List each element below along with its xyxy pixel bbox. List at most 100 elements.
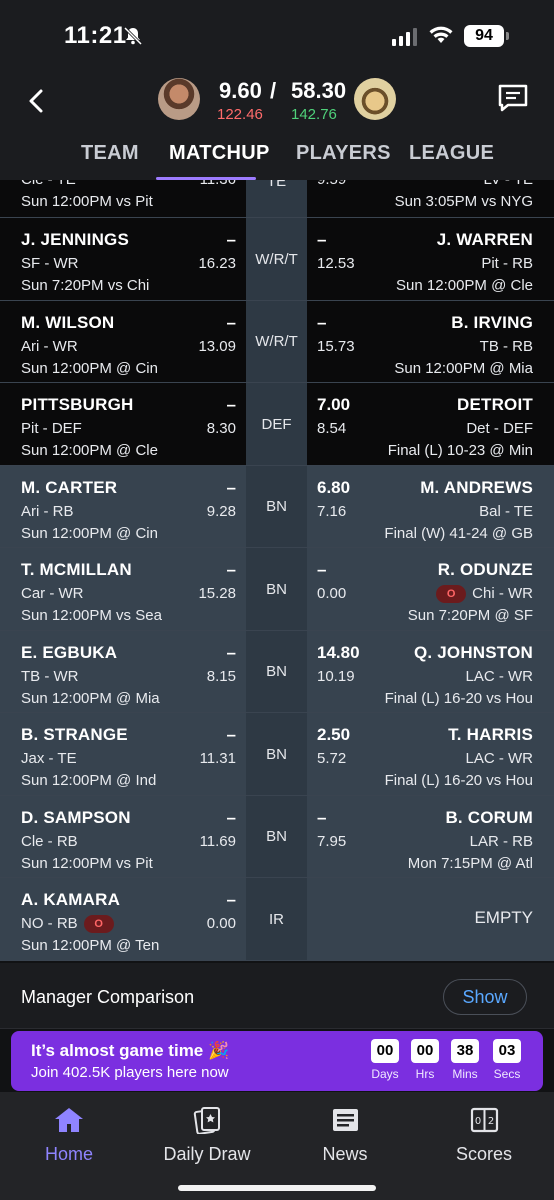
- player-name[interactable]: Q. JOHNSTON: [413, 643, 533, 662]
- player-name[interactable]: M. ANDREWS: [420, 478, 533, 497]
- player-name[interactable]: T. HARRIS: [448, 725, 533, 744]
- nav-daily-draw[interactable]: Daily Draw: [138, 1106, 276, 1165]
- player-name[interactable]: J. JENNINGS: [21, 230, 130, 249]
- player-game-info: Final (L) 10-23 @ Min: [387, 442, 533, 459]
- nav-home[interactable]: Home: [0, 1106, 138, 1165]
- player-projection: 7.95: [317, 833, 347, 850]
- player-projection: 16.23: [198, 255, 236, 272]
- tab-league[interactable]: LEAGUE: [409, 142, 495, 164]
- player-name[interactable]: DETROIT: [456, 395, 533, 414]
- player-team-position: TB - WR: [21, 668, 79, 685]
- player-team-position: Ari - RB: [21, 503, 74, 520]
- back-chevron-icon[interactable]: [22, 86, 52, 116]
- player-name[interactable]: J. WARREN: [436, 230, 533, 249]
- opponent-player-cell[interactable]: M. ANDREWS 6.80 Bal - TE 7.16 Final (W) 41-2…: [307, 466, 554, 547]
- player-name[interactable]: A. KAMARA: [21, 890, 121, 909]
- manager-comparison-label: Manager Comparison: [21, 987, 195, 1007]
- opponent-player-cell[interactable]: EMPTY: [307, 878, 554, 960]
- player-projection: 9.28: [206, 503, 236, 520]
- my-player-cell[interactable]: M. CARTER – Ari - RB 9.28 Sun 12:00PM @ Cin: [0, 466, 246, 547]
- my-player-cell[interactable]: PITTSBURGH – Pit - DEF 8.30 Sun 12:00PM @ Cl…: [0, 383, 246, 465]
- player-team-position: LV - TE: [484, 180, 533, 188]
- party-popper-icon: 🎉: [208, 1041, 230, 1060]
- opponent-projected-score: 142.76: [291, 106, 337, 123]
- tab-team[interactable]: TEAM: [81, 142, 139, 164]
- player-team-position: Pit - RB: [481, 255, 533, 272]
- my-player-cell[interactable]: Cle - TE 11.36 Sun 12:00PM vs Pit: [0, 180, 246, 217]
- player-game-info: Sun 12:00PM @ Cle: [21, 442, 158, 459]
- player-name[interactable]: B. STRANGE: [21, 725, 128, 744]
- matchup-row: PITTSBURGH – Pit - DEF 8.30 Sun 12:00PM @ Cl…: [0, 383, 554, 466]
- matchup-row: M. WILSON – Ari - WR 13.09 Sun 12:00PM @ Cin…: [0, 301, 554, 383]
- opponent-player-cell[interactable]: B. IRVING – TB - RB 15.73 Sun 12:00PM @ Mia: [307, 301, 554, 382]
- player-game-info: Final (L) 16-20 vs Hou: [384, 690, 533, 707]
- player-name[interactable]: B. CORUM: [445, 808, 533, 827]
- player-game-info: Sun 12:00PM @ Ind: [21, 772, 157, 789]
- active-tab-indicator: [156, 177, 256, 180]
- roster-position-label: W/R/T: [246, 218, 307, 300]
- my-player-cell[interactable]: A. KAMARA – NO - RB O 0.00 Sun 12:00PM @ Ten: [0, 878, 246, 960]
- opponent-player-cell[interactable]: LV - TE 9.59 Sun 3:05PM vs NYG: [307, 180, 554, 217]
- player-team-position: Jax - TE: [21, 750, 77, 767]
- player-name[interactable]: M. CARTER: [21, 478, 118, 497]
- player-name[interactable]: D. SAMPSON: [21, 808, 131, 827]
- opponent-player-cell[interactable]: DETROIT 7.00 Det - DEF 8.54 Final (L) 10-23 …: [307, 383, 554, 465]
- player-team-position: NO - RB O: [21, 915, 120, 934]
- show-button[interactable]: Show: [443, 979, 527, 1015]
- player-team-position: LAC - WR: [465, 750, 534, 767]
- countdown-days: 00 Days: [363, 1039, 407, 1081]
- player-name[interactable]: T. MCMILLAN: [21, 560, 132, 579]
- my-player-cell[interactable]: E. EGBUKA – TB - WR 8.15 Sun 12:00PM @ Mia: [0, 631, 246, 712]
- player-projection: 15.73: [317, 338, 355, 355]
- player-name[interactable]: M. WILSON: [21, 313, 115, 332]
- matchup-tabs: TEAM MATCHUP PLAYERS LEAGUE: [0, 142, 554, 180]
- player-name[interactable]: B. IRVING: [451, 313, 533, 332]
- tab-matchup[interactable]: MATCHUP: [169, 142, 270, 164]
- my-player-cell[interactable]: B. STRANGE – Jax - TE 11.31 Sun 12:00PM @ In…: [0, 713, 246, 795]
- countdown-minutes: 38 Mins: [443, 1039, 487, 1081]
- tab-players[interactable]: PLAYERS: [296, 142, 391, 164]
- nav-scores[interactable]: 0 2 Scores: [415, 1106, 553, 1165]
- player-game-info: Sun 7:20PM @ SF: [407, 607, 533, 624]
- chat-icon[interactable]: [496, 82, 530, 114]
- player-score: –: [226, 230, 236, 249]
- player-score: –: [317, 808, 327, 827]
- player-name[interactable]: E. EGBUKA: [21, 643, 118, 662]
- player-team-position: Det - DEF: [466, 420, 533, 437]
- bell-slash-icon: [123, 26, 143, 46]
- my-projected-score: 122.46: [217, 106, 263, 123]
- nav-news[interactable]: News: [276, 1106, 414, 1165]
- player-score: –: [226, 890, 236, 909]
- player-score: –: [226, 478, 236, 497]
- countdown-hours: 00 Hrs: [403, 1039, 447, 1081]
- player-projection: 0.00: [317, 585, 347, 602]
- my-team-avatar[interactable]: [158, 78, 200, 120]
- player-projection: 13.09: [198, 338, 236, 355]
- player-projection: 7.16: [317, 503, 347, 520]
- banner-subtitle: Join 402.5K players here now: [31, 1064, 229, 1081]
- opponent-avatar[interactable]: [354, 78, 396, 120]
- my-player-cell[interactable]: J. JENNINGS – SF - WR 16.23 Sun 7:20PM vs Ch…: [0, 218, 246, 300]
- opponent-player-cell[interactable]: T. HARRIS 2.50 LAC - WR 5.72 Final (L) 16-20…: [307, 713, 554, 795]
- opponent-player-cell[interactable]: R. ODUNZE – O Chi - WR 0.00 Sun 7:20PM @ SF: [307, 548, 554, 630]
- my-player-cell[interactable]: T. MCMILLAN – Car - WR 15.28 Sun 12:00PM vs …: [0, 548, 246, 630]
- player-team-position: TB - RB: [479, 338, 533, 355]
- player-name[interactable]: PITTSBURGH: [21, 395, 134, 414]
- bottom-navigation: Home Daily Draw News 0 2 Scores: [0, 1092, 554, 1200]
- player-name[interactable]: R. ODUNZE: [437, 560, 533, 579]
- roster-position-label: BN: [246, 713, 307, 795]
- opponent-player-cell[interactable]: B. CORUM – LAR - RB 7.95 Mon 7:15PM @ Atl: [307, 796, 554, 877]
- player-team-position: O Chi - WR: [430, 585, 533, 604]
- my-player-cell[interactable]: D. SAMPSON – Cle - RB 11.69 Sun 12:00PM vs P…: [0, 796, 246, 877]
- svg-text:0: 0: [475, 1116, 481, 1127]
- opponent-player-cell[interactable]: Q. JOHNSTON 14.80 LAC - WR 10.19 Final (L) 1…: [307, 631, 554, 712]
- score-separator: /: [270, 78, 277, 103]
- my-player-cell[interactable]: M. WILSON – Ari - WR 13.09 Sun 12:00PM @ Cin: [0, 301, 246, 382]
- player-score: –: [226, 313, 236, 332]
- roster-position-label: BN: [246, 796, 307, 877]
- opponent-player-cell[interactable]: J. WARREN – Pit - RB 12.53 Sun 12:00PM @ Cle: [307, 218, 554, 300]
- game-time-banner[interactable]: It’s almost game time 🎉 Join 402.5K play…: [11, 1031, 543, 1091]
- roster-position-label: DEF: [246, 383, 307, 465]
